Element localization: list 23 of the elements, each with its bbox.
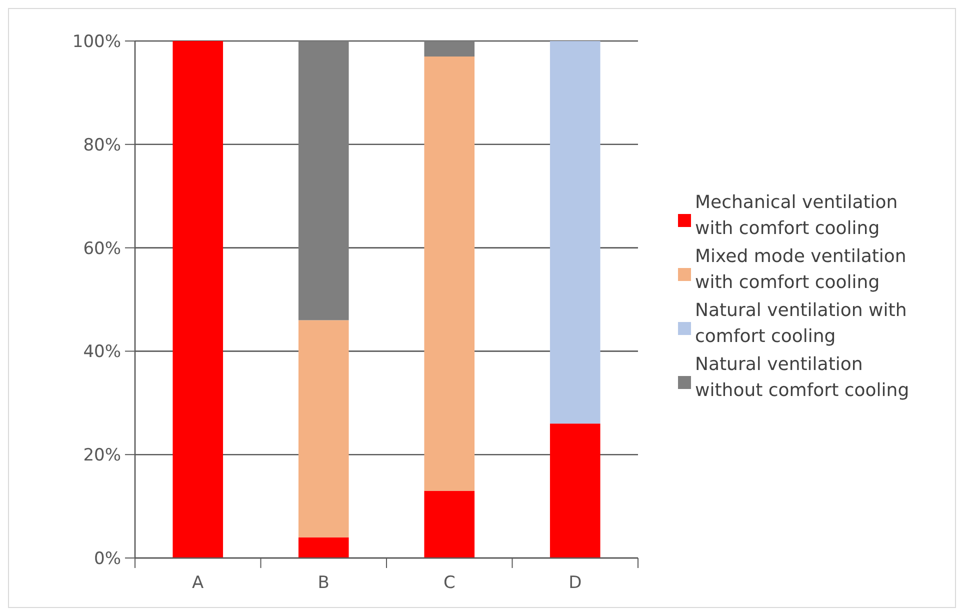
y-tick-label: 0% xyxy=(94,548,121,569)
bar xyxy=(424,56,475,491)
x-tick-label: B xyxy=(318,573,330,593)
legend-label: Natural ventilation without comfort cooling xyxy=(695,354,910,401)
y-tick-label: 40% xyxy=(83,342,121,362)
legend-label: Mixed mode ventilation with comfort cooling xyxy=(695,246,906,293)
bar xyxy=(424,490,475,558)
bar xyxy=(298,537,349,558)
y-tick-label: 80% xyxy=(83,135,121,156)
legend-label: Natural ventilation with comfort cooling xyxy=(695,300,907,347)
x-tick-label: C xyxy=(443,573,456,593)
bar xyxy=(298,41,349,320)
bar xyxy=(424,41,475,57)
legend-label: Mechanical ventilation with comfort cooling xyxy=(695,192,898,239)
y-tick-label: 100% xyxy=(72,32,121,52)
y-tick-label: 60% xyxy=(83,238,121,259)
x-tick-label: A xyxy=(192,573,204,593)
bar xyxy=(298,320,349,538)
y-tick-label: 20% xyxy=(83,446,121,466)
bar xyxy=(172,41,224,558)
bar xyxy=(550,424,600,558)
x-tick-label: D xyxy=(568,573,582,593)
bar xyxy=(550,41,600,424)
